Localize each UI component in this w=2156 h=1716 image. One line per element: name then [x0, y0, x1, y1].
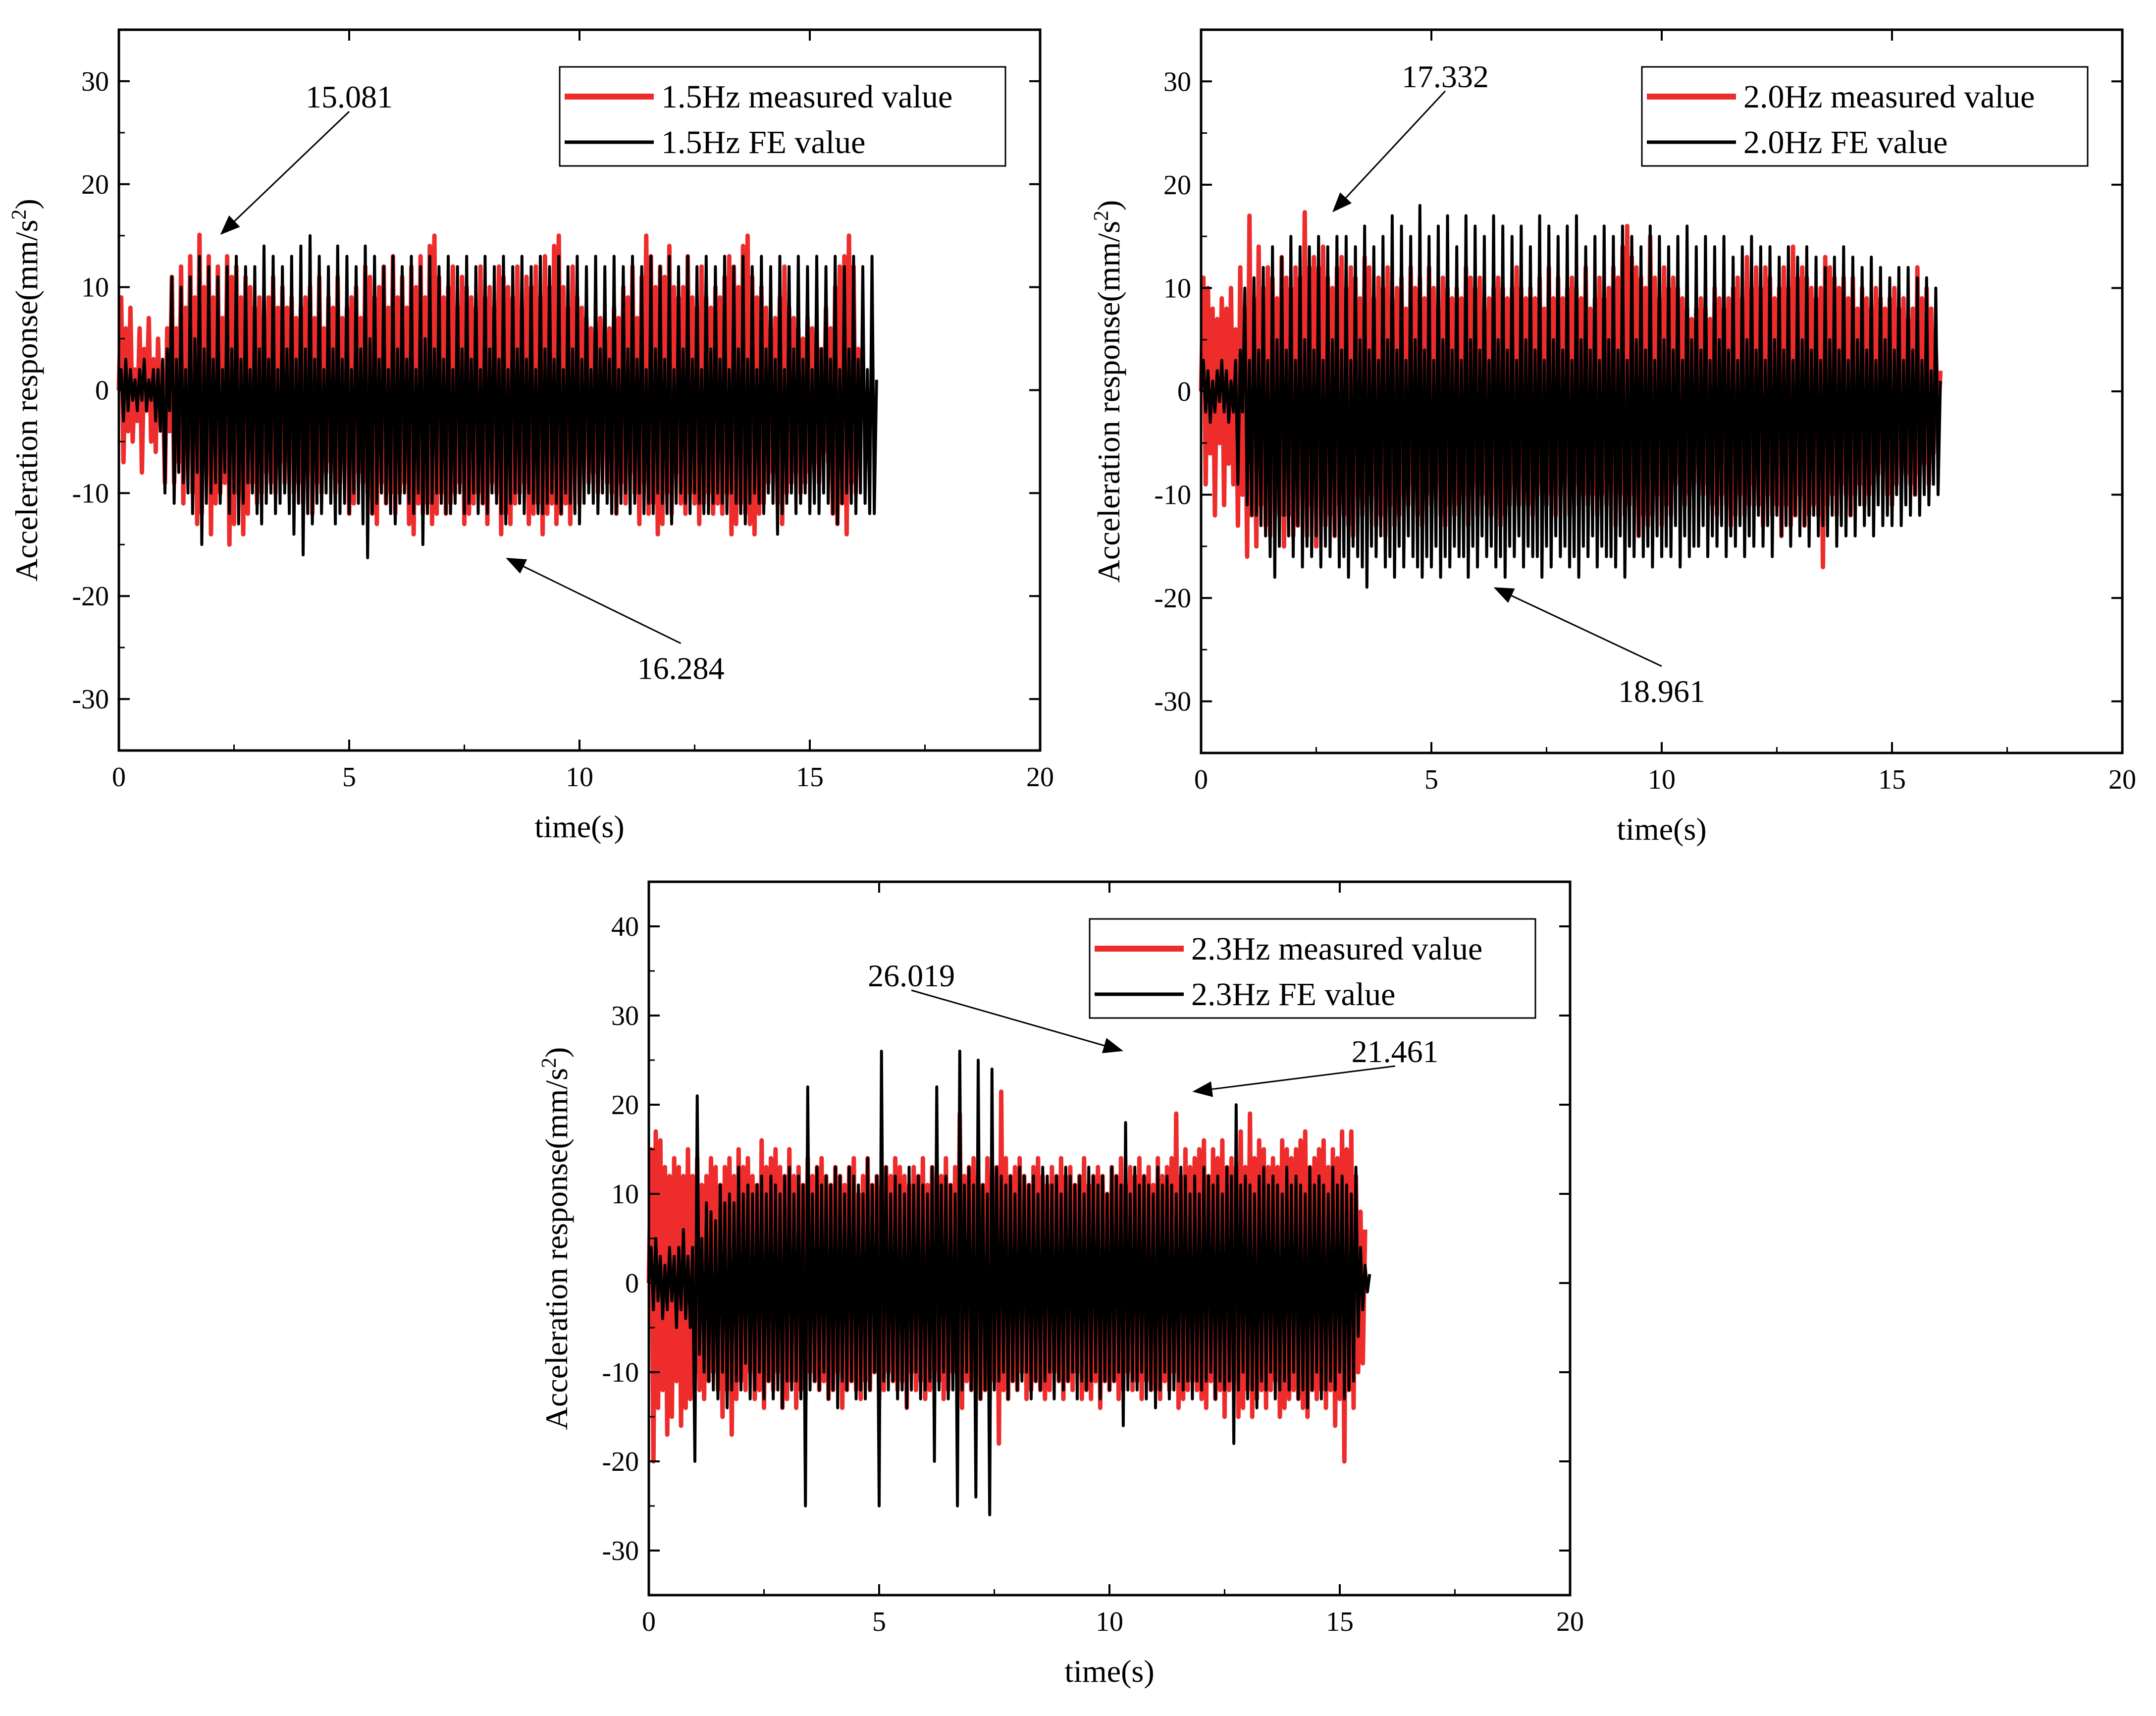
annotation-arrow-line	[1211, 1065, 1395, 1090]
annotation-layer	[220, 111, 682, 644]
y-tick-label: -10	[1154, 480, 1191, 511]
x-tick-label: 15	[796, 762, 824, 793]
ticks-layer: 0 5 10 15 20 -30 -20 -10 0 10 20 30	[72, 29, 1054, 793]
y-tick-label: 10	[1163, 273, 1191, 304]
series-fe-line	[117, 234, 878, 559]
annotation-label: 16.284	[637, 651, 725, 686]
y-axis-label: Acceleration response(mm/s2)	[8, 199, 44, 582]
annotation-arrow-head	[220, 215, 240, 235]
y-tick-label: 0	[95, 375, 109, 406]
panel-3: 0 5 10 15 20 -30 -20 -10 0 10 20 30 40 time(s) Accel…	[538, 880, 1584, 1689]
ticks-layer: 0 5 10 15 20 -30 -20 -10 0 10 20 30	[1154, 29, 2136, 795]
y-tick-label: 30	[611, 1001, 639, 1031]
annotation-arrow-head	[1192, 1081, 1213, 1097]
legend-label-fe: 2.3Hz FE value	[1191, 976, 1395, 1013]
y-tick-label: -30	[1154, 687, 1191, 717]
y-tick-label: -20	[72, 581, 109, 612]
y-tick-label: -10	[72, 478, 109, 509]
annotation-arrow-head	[1493, 587, 1515, 603]
annotation-arrow-head	[1332, 192, 1352, 213]
annotation-arrow-line	[911, 989, 1104, 1047]
ticks-layer: 0 5 10 15 20 -30 -20 -10 0 10 20 30 40	[602, 881, 1584, 1637]
y-tick-label: 30	[81, 66, 109, 97]
legend-box	[559, 66, 1006, 167]
x-tick-label: 10	[1096, 1607, 1123, 1637]
y-tick-label: -30	[72, 684, 109, 715]
y-tick-label: -20	[1154, 583, 1191, 614]
y-tick-label: 20	[1163, 170, 1191, 201]
annotation-label: 15.081	[306, 79, 393, 114]
annotation-label: 21.461	[1352, 1034, 1439, 1069]
annotation-layer	[911, 989, 1395, 1097]
panel-2: 0 5 10 15 20 -30 -20 -10 0 10 20 30 time(s) Acceler…	[1090, 28, 2136, 847]
x-tick-label: 0	[642, 1607, 656, 1637]
annotation-layer	[1332, 90, 1662, 667]
series-layer	[1199, 204, 1943, 589]
y-axis-label-main: Acceleration response(mm/s	[539, 1068, 574, 1430]
series-layer	[646, 1049, 1371, 1516]
x-tick-label: 5	[872, 1607, 886, 1637]
x-tick-label: 10	[1648, 764, 1676, 795]
x-tick-label: 15	[1878, 764, 1906, 795]
legend-label-measured: 2.3Hz measured value	[1191, 931, 1482, 967]
legend-label-fe: 2.0Hz FE value	[1743, 124, 1947, 161]
legend-label-fe: 1.5Hz FE value	[661, 124, 865, 161]
y-tick-label: -30	[602, 1536, 639, 1566]
series-fe-line	[1200, 204, 1942, 589]
annotation-label: 18.961	[1618, 674, 1705, 709]
y-tick-label: 20	[81, 169, 109, 200]
x-tick-label: 5	[342, 762, 356, 793]
series-layer	[116, 232, 878, 559]
annotation-arrow-line	[1511, 595, 1662, 667]
y-tick-label: 10	[81, 272, 109, 303]
annotation-arrow-line	[523, 566, 682, 644]
y-axis-label-sup: 2	[8, 209, 31, 219]
panel-1: 0 5 10 15 20 -30 -20 -10 0 10 20 30 time(s) Acceler…	[8, 28, 1054, 844]
legend-label-measured: 1.5Hz measured value	[661, 79, 952, 115]
x-axis-label: time(s)	[1617, 811, 1706, 847]
y-tick-label: -20	[602, 1447, 639, 1477]
legend: 1.5Hz measured value 1.5Hz FE value	[559, 66, 1006, 167]
y-axis-label-main: Acceleration response(mm/s	[1091, 221, 1126, 583]
y-tick-label: 10	[611, 1179, 639, 1210]
x-tick-label: 10	[566, 762, 593, 793]
annotation-arrow-line	[234, 111, 350, 222]
y-tick-label: 20	[611, 1090, 639, 1121]
legend: 2.0Hz measured value 2.0Hz FE value	[1641, 66, 2089, 167]
legend-box	[1641, 66, 2089, 167]
y-axis-label-sup: 2	[538, 1058, 561, 1068]
y-axis-label-sup: 2	[1090, 211, 1113, 221]
x-axis-label: time(s)	[534, 809, 624, 844]
y-tick-label: -10	[602, 1357, 639, 1388]
x-tick-label: 0	[1194, 764, 1208, 795]
y-tick-label: 0	[1177, 376, 1191, 407]
y-axis-label: Acceleration response(mm/s2)	[538, 1047, 574, 1430]
x-tick-label: 20	[1026, 762, 1054, 793]
y-axis-label: Acceleration response(mm/s2)	[1090, 200, 1126, 583]
y-axis-label-close: )	[1091, 200, 1126, 211]
x-tick-label: 15	[1326, 1607, 1354, 1637]
y-axis-label-close: )	[9, 199, 44, 209]
x-tick-label: 20	[2108, 764, 2136, 795]
y-tick-label: 40	[611, 912, 639, 942]
legend-box	[1089, 918, 1536, 1019]
y-tick-label: 0	[625, 1268, 639, 1299]
x-tick-label: 20	[1556, 1607, 1584, 1637]
legend-label-measured: 2.0Hz measured value	[1743, 79, 2035, 115]
series-fe-line	[647, 1049, 1371, 1516]
x-axis-label: time(s)	[1064, 1654, 1154, 1689]
x-tick-label: 5	[1424, 764, 1438, 795]
y-tick-label: 30	[1163, 66, 1191, 97]
annotation-arrow-line	[1345, 90, 1446, 199]
annotation-label: 17.332	[1402, 59, 1489, 94]
x-tick-label: 0	[112, 762, 126, 793]
legend: 2.3Hz measured value 2.3Hz FE value	[1089, 918, 1536, 1019]
y-axis-label-close: )	[539, 1047, 574, 1058]
annotation-label: 26.019	[868, 958, 955, 993]
y-axis-label-main: Acceleration response(mm/s	[9, 219, 44, 581]
annotation-arrow-head	[1102, 1038, 1123, 1054]
annotation-arrow-head	[506, 557, 527, 574]
